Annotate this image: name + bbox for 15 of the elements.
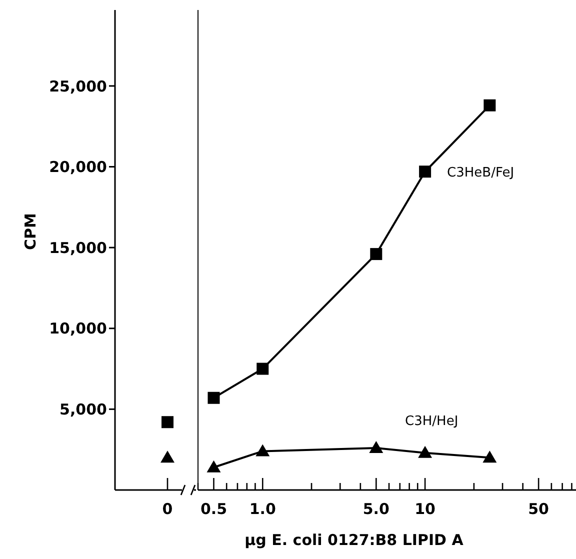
x-tick-label: 0.5 (200, 500, 228, 518)
y-tick-label: 10,000 (49, 320, 107, 338)
y-tick-label: 15,000 (49, 238, 107, 257)
x-tick-label: 10 (414, 500, 436, 518)
y-tick-label: 20,000 (49, 158, 107, 176)
x-tick-label: 5.0 (362, 500, 390, 518)
y-tick-label: 5,000 (60, 400, 107, 419)
x-tick-label: 1.0 (249, 500, 276, 518)
x-tick-label: 50 (528, 500, 550, 518)
x-tick-label: 0 (162, 500, 173, 518)
series-label: C3H/HeJ (405, 414, 458, 429)
x-axis-title: µg E. coli 0127:B8 LIPID A (244, 531, 464, 549)
y-axis-title: CPM (21, 213, 40, 250)
series-label: C3HeB/FeJ (447, 166, 514, 181)
y-tick-label: 25,000 (49, 77, 107, 96)
